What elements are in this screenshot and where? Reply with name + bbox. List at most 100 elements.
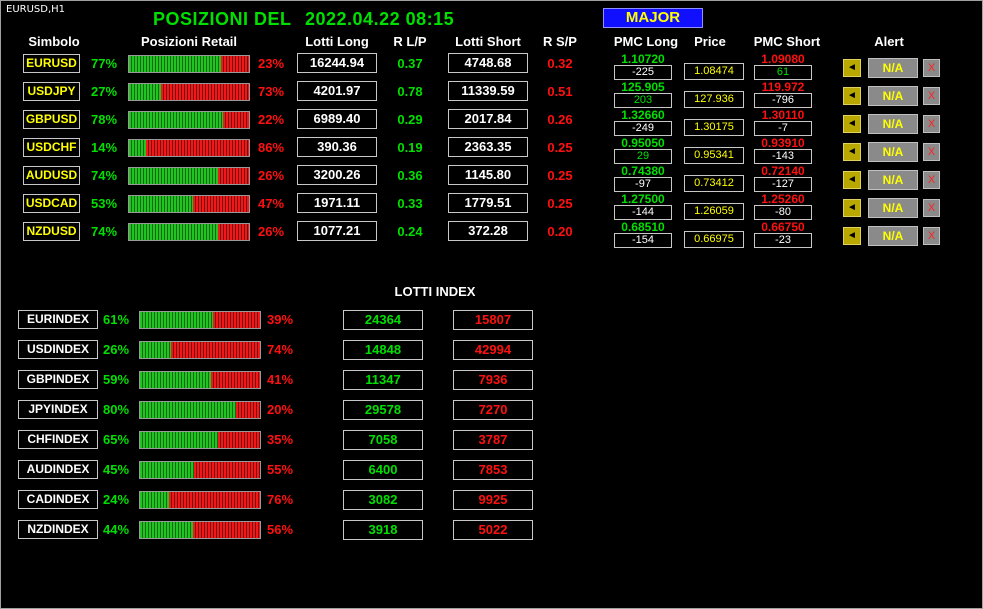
- megaphone-icon[interactable]: ◄: [843, 143, 861, 161]
- megaphone-icon[interactable]: ◄: [843, 199, 861, 217]
- r-lp-value: 0.37: [397, 56, 423, 71]
- close-icon[interactable]: X: [923, 87, 940, 105]
- pmc-long-value: 1.27500: [621, 192, 665, 206]
- long-percent: 74%: [91, 168, 118, 183]
- retail-ratio-bar: [128, 195, 250, 213]
- index-lots-short: 3787: [453, 430, 533, 450]
- close-icon[interactable]: X: [923, 115, 940, 133]
- close-icon[interactable]: X: [923, 143, 940, 161]
- symbol-button[interactable]: GBPUSD: [23, 110, 80, 129]
- symbol-button[interactable]: USDCHF: [23, 138, 80, 157]
- index-button[interactable]: JPYINDEX: [18, 400, 98, 419]
- lots-short-value: 2017.84: [448, 109, 528, 129]
- megaphone-icon[interactable]: ◄: [843, 171, 861, 189]
- close-icon[interactable]: X: [923, 227, 940, 245]
- index-button[interactable]: USDINDEX: [18, 340, 98, 359]
- alert-na-button[interactable]: N/A: [868, 142, 918, 162]
- alert-na-button[interactable]: N/A: [868, 198, 918, 218]
- lots-short-value: 11339.59: [448, 81, 528, 101]
- long-fill: [140, 312, 214, 328]
- index-button[interactable]: CADINDEX: [18, 490, 98, 509]
- short-fill: [194, 462, 260, 478]
- index-lots-short: 5022: [453, 520, 533, 540]
- close-icon[interactable]: X: [923, 171, 940, 189]
- index-button[interactable]: CHFINDEX: [18, 430, 98, 449]
- lots-long-value: 1077.21: [297, 221, 377, 241]
- long-fill: [140, 522, 193, 538]
- lots-short-value: 1779.51: [448, 193, 528, 213]
- lots-short-value: 1145.80: [448, 165, 528, 185]
- alert-na-button[interactable]: N/A: [868, 114, 918, 134]
- pmc-short-value: 1.25260: [761, 192, 805, 206]
- pmc-short-value: 0.93910: [761, 136, 805, 150]
- alert-na-button[interactable]: N/A: [868, 170, 918, 190]
- index-button[interactable]: NZDINDEX: [18, 520, 98, 539]
- short-percent: 47%: [258, 196, 285, 211]
- long-fill: [129, 224, 218, 240]
- long-percent: 77%: [91, 56, 118, 71]
- index-button[interactable]: GBPINDEX: [18, 370, 98, 389]
- index-ratio-bar: [139, 401, 261, 419]
- index-short-percent: 56%: [267, 522, 294, 537]
- short-fill: [161, 84, 249, 100]
- short-percent: 22%: [258, 112, 285, 127]
- header-price: Price: [694, 34, 726, 49]
- r-lp-value: 0.78: [397, 84, 423, 99]
- pmc-long-value: 0.68510: [621, 220, 665, 234]
- r-sp-value: 0.25: [547, 196, 573, 211]
- index-button[interactable]: EURINDEX: [18, 310, 98, 329]
- alert-na-button[interactable]: N/A: [868, 58, 918, 78]
- symbol-button[interactable]: USDJPY: [23, 82, 80, 101]
- long-percent: 74%: [91, 224, 118, 239]
- close-icon[interactable]: X: [923, 59, 940, 77]
- header-pmc-short: PMC Short: [753, 34, 821, 49]
- short-percent: 26%: [258, 224, 285, 239]
- symbol-button[interactable]: USDCAD: [23, 194, 80, 213]
- megaphone-icon[interactable]: ◄: [843, 87, 861, 105]
- lotti-index-title: LOTTI INDEX: [394, 284, 476, 299]
- r-lp-value: 0.19: [397, 140, 423, 155]
- pmc-long-value: 1.32660: [621, 108, 665, 122]
- index-lots-long: 14848: [343, 340, 423, 360]
- pmc-short-diff: -127: [754, 177, 812, 192]
- price-value: 0.66975: [684, 231, 744, 248]
- long-fill: [129, 112, 223, 128]
- header-symbol: Simbolo: [28, 34, 80, 49]
- pmc-long-diff: -154: [614, 233, 672, 248]
- alert-na-button[interactable]: N/A: [868, 86, 918, 106]
- pmc-short-value: 0.66750: [761, 220, 805, 234]
- short-fill: [145, 140, 249, 156]
- header-lots-short: Lotti Short: [455, 34, 521, 49]
- long-percent: 27%: [91, 84, 118, 99]
- index-ratio-bar: [139, 491, 261, 509]
- megaphone-icon[interactable]: ◄: [843, 115, 861, 133]
- index-ratio-bar: [139, 371, 261, 389]
- pmc-short-diff: 61: [754, 65, 812, 80]
- lots-long-value: 3200.26: [297, 165, 377, 185]
- index-short-percent: 20%: [267, 402, 294, 417]
- index-long-percent: 44%: [103, 522, 130, 537]
- index-ratio-bar: [139, 341, 261, 359]
- header-alert: Alert: [874, 34, 904, 49]
- long-fill: [140, 372, 211, 388]
- short-fill: [192, 196, 249, 212]
- pmc-short-diff: -7: [754, 121, 812, 136]
- alert-na-button[interactable]: N/A: [868, 226, 918, 246]
- major-button[interactable]: MAJOR: [603, 8, 703, 28]
- retail-ratio-bar: [128, 83, 250, 101]
- megaphone-icon[interactable]: ◄: [843, 59, 861, 77]
- short-fill: [221, 56, 249, 72]
- pmc-long-value: 0.95050: [621, 136, 665, 150]
- megaphone-icon[interactable]: ◄: [843, 227, 861, 245]
- long-fill: [129, 140, 146, 156]
- r-sp-value: 0.25: [547, 140, 573, 155]
- index-long-percent: 65%: [103, 432, 130, 447]
- index-lots-long: 3082: [343, 490, 423, 510]
- long-fill: [129, 56, 222, 72]
- symbol-button[interactable]: AUDUSD: [23, 166, 80, 185]
- header-r-lp: R L/P: [393, 34, 427, 49]
- index-button[interactable]: AUDINDEX: [18, 460, 98, 479]
- close-icon[interactable]: X: [923, 199, 940, 217]
- symbol-button[interactable]: NZDUSD: [23, 222, 80, 241]
- symbol-button[interactable]: EURUSD: [23, 54, 80, 73]
